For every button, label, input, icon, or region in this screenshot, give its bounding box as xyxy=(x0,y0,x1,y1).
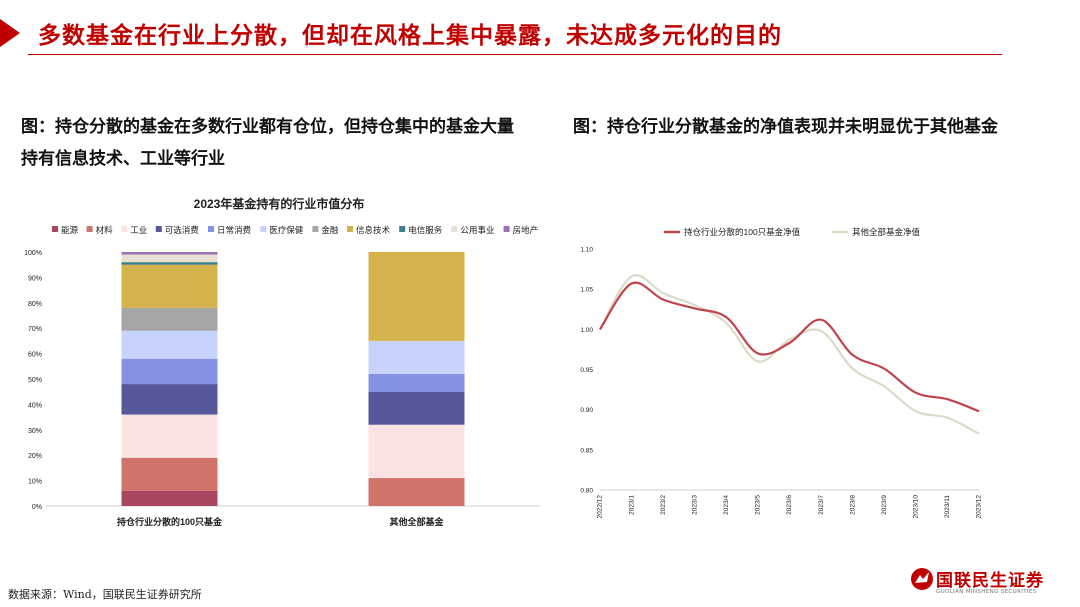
bar-legend-swatch-8 xyxy=(399,226,406,232)
bar-category-label-0: 持仓行业分散的100只基金 xyxy=(117,516,223,527)
bar-segment-0-3 xyxy=(121,384,218,415)
line-x-tick-3: 2023/3 xyxy=(691,495,698,515)
bar-legend-swatch-9 xyxy=(451,226,458,232)
line-legend-label-0: 持仓行业分散的100只基金净值 xyxy=(684,227,801,237)
bar-segment-0-7 xyxy=(121,264,218,308)
bar-legend-label-5: 医疗保健 xyxy=(269,225,304,235)
bar-legend-label-1: 材料 xyxy=(96,225,114,235)
bar-legend-swatch-0 xyxy=(52,226,58,232)
bar-category-label-1: 其他全部基金 xyxy=(389,516,444,527)
line-x-tick-0: 2022/12 xyxy=(597,495,604,519)
bar-segment-1-7 xyxy=(368,252,465,341)
bar-segment-0-10 xyxy=(121,252,218,255)
company-logo: 国联民生证券 GUOLIAN MINSHENG SECURITIES xyxy=(910,565,1060,601)
bar-y-tick-10: 100% xyxy=(24,250,42,257)
line-x-tick-1: 2023/1 xyxy=(628,495,635,515)
bar-legend-swatch-5 xyxy=(260,226,267,232)
right-figure-caption: 图：持仓行业分散基金的净值表现并未明显优于其他基金 xyxy=(573,117,998,137)
bar-y-tick-5: 50% xyxy=(28,377,42,384)
bar-y-tick-9: 90% xyxy=(28,275,42,282)
bar-y-tick-3: 30% xyxy=(28,428,42,435)
bar-segment-1-4 xyxy=(368,373,465,392)
logo-subtext: GUOLIAN MINSHENG SECURITIES xyxy=(936,589,1037,595)
line-y-tick-2: 0.90 xyxy=(580,407,593,414)
line-y-tick-6: 1.10 xyxy=(580,247,593,254)
logo-mark-icon xyxy=(911,568,933,590)
bar-segment-1-5 xyxy=(368,340,465,374)
line-y-tick-4: 1.00 xyxy=(580,327,593,334)
line-y-tick-5: 1.05 xyxy=(580,287,593,294)
line-x-tick-2: 2023/2 xyxy=(660,495,667,515)
bar-legend-label-3: 可选消费 xyxy=(165,225,200,235)
line-series-0 xyxy=(599,281,980,413)
line-x-tick-6: 2023/6 xyxy=(786,495,793,515)
bar-y-tick-1: 10% xyxy=(28,479,42,486)
bar-segment-0-0 xyxy=(121,490,218,506)
bar-segment-0-1 xyxy=(121,457,218,491)
line-x-tick-7: 2023/7 xyxy=(818,495,825,515)
bar-legend-label-0: 能源 xyxy=(61,225,79,235)
line-x-tick-10: 2023/10 xyxy=(913,495,920,519)
title-divider xyxy=(28,54,1002,55)
bar-segment-0-8 xyxy=(121,262,218,265)
slide-title: 多数基金在行业上分散，但却在风格上集中暴露，未达成多元化的目的 xyxy=(38,22,782,49)
line-x-tick-9: 2023/9 xyxy=(881,495,888,515)
bar-y-tick-6: 60% xyxy=(28,352,42,359)
logo-text: 国联民生证券 xyxy=(936,571,1044,591)
line-x-tick-12: 2023/12 xyxy=(976,495,983,519)
bar-segment-0-4 xyxy=(121,358,218,385)
bar-segment-0-5 xyxy=(121,330,218,359)
bar-legend-swatch-7 xyxy=(347,226,353,232)
bar-legend-label-4: 日常消费 xyxy=(217,225,252,235)
bar-segment-1-3 xyxy=(368,391,465,425)
bar-legend-label-2: 工业 xyxy=(130,225,147,235)
bar-legend-swatch-4 xyxy=(208,226,214,232)
line-y-tick-1: 0.85 xyxy=(580,447,593,454)
bar-y-tick-2: 20% xyxy=(28,453,42,460)
bar-y-tick-0: 0% xyxy=(32,504,42,511)
left-figure-caption: 图：持仓分散的基金在多数行业都有仓位，但持仓集中的基金大量持有信息技术、工业等行… xyxy=(21,117,514,169)
line-x-tick-8: 2023/8 xyxy=(849,495,856,515)
bar-y-tick-7: 70% xyxy=(28,326,42,333)
bar-legend-swatch-1 xyxy=(86,226,93,232)
line-y-tick-3: 0.95 xyxy=(580,367,593,374)
line-x-tick-11: 2023/11 xyxy=(944,495,951,518)
line-x-tick-5: 2023/5 xyxy=(755,495,762,515)
line-y-tick-0: 0.80 xyxy=(580,488,593,495)
bar-legend-label-8: 电信服务 xyxy=(408,225,443,235)
bar-segment-0-9 xyxy=(121,254,218,263)
bar-legend-label-6: 金融 xyxy=(321,225,339,235)
line-series-1 xyxy=(599,274,980,435)
bar-legend-label-9: 公用事业 xyxy=(460,225,494,235)
bar-legend-swatch-6 xyxy=(312,226,319,232)
bar-segment-0-2 xyxy=(121,414,218,458)
bar-segment-1-2 xyxy=(368,424,465,479)
bar-segment-1-1 xyxy=(368,478,465,506)
bar-y-tick-8: 80% xyxy=(28,301,42,308)
bar-segment-0-6 xyxy=(121,307,218,331)
line-legend-label-1: 其他全部基金净值 xyxy=(852,227,921,237)
source-note: 数据来源：Wind，国联民生证券研究所 xyxy=(8,588,202,601)
line-x-tick-4: 2023/4 xyxy=(723,495,730,515)
bar-y-tick-4: 40% xyxy=(28,402,42,409)
bar-legend-swatch-10 xyxy=(503,226,510,232)
bar-legend-label-10: 房地产 xyxy=(513,225,539,235)
bar-chart-title: 2023年基金持有的行业市值分布 xyxy=(194,196,365,211)
bar-legend-swatch-3 xyxy=(155,226,162,232)
bar-legend-label-7: 信息技术 xyxy=(356,225,391,235)
bar-legend-swatch-2 xyxy=(121,226,128,232)
title-flag-shape xyxy=(0,19,20,47)
